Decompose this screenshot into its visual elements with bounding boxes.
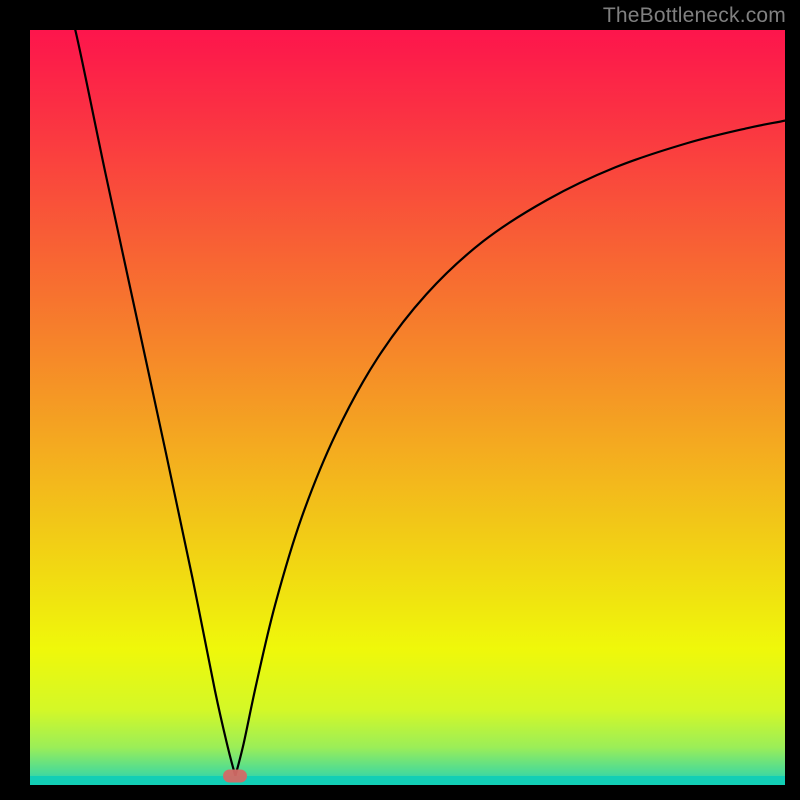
- baseline-band: [30, 776, 785, 785]
- plot-area: [30, 30, 785, 785]
- watermark-text: TheBottleneck.com: [603, 4, 786, 28]
- gradient-background: [30, 30, 785, 785]
- minimum-marker: [223, 769, 247, 782]
